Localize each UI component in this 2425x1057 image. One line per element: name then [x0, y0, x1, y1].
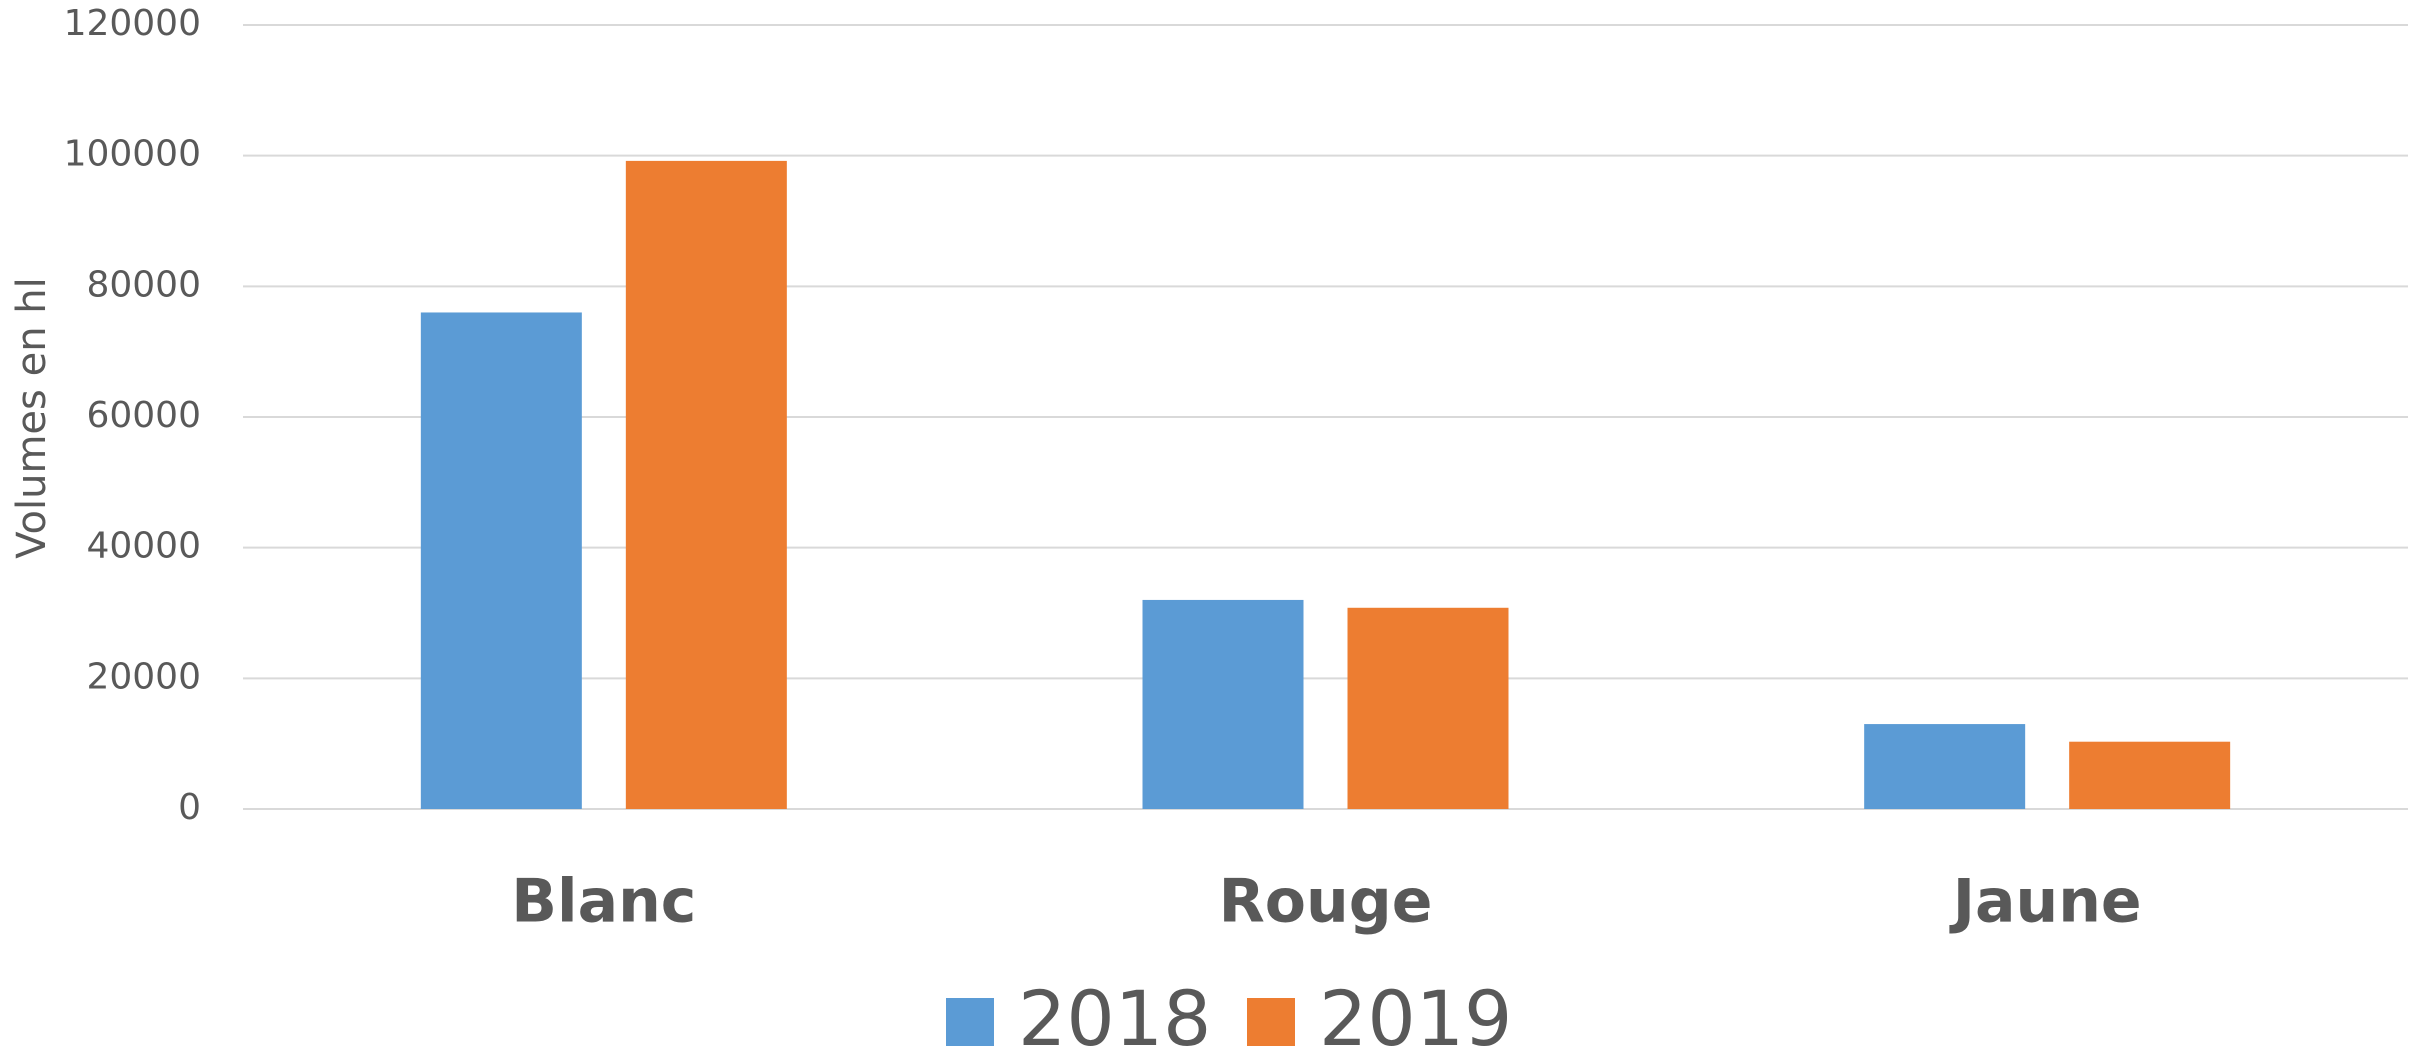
x-tick-label: Jaune [1949, 867, 2142, 937]
y-tick-label: 20000 [86, 656, 201, 697]
bar [1347, 607, 1509, 809]
bar [1864, 724, 2026, 809]
y-tick-label: 120000 [64, 3, 201, 44]
bar [2069, 741, 2231, 809]
x-tick-label: Rouge [1219, 867, 1433, 937]
y-tick-label: 80000 [86, 264, 201, 305]
y-tick-label: 100000 [64, 134, 201, 175]
y-tick-label: 60000 [86, 395, 201, 436]
y-tick-label: 40000 [86, 526, 201, 567]
legend-label: 2019 [1319, 974, 1512, 1057]
bar [625, 160, 787, 810]
legend-label: 2018 [1018, 974, 1211, 1057]
legend-swatch [946, 998, 994, 1046]
bar [420, 312, 582, 809]
y-tick-label: 0 [178, 787, 201, 828]
legend-swatch [1247, 998, 1295, 1046]
bar [1142, 599, 1304, 809]
y-axis-label: Volumes en hl [9, 277, 55, 558]
x-tick-label: Blanc [511, 867, 696, 937]
